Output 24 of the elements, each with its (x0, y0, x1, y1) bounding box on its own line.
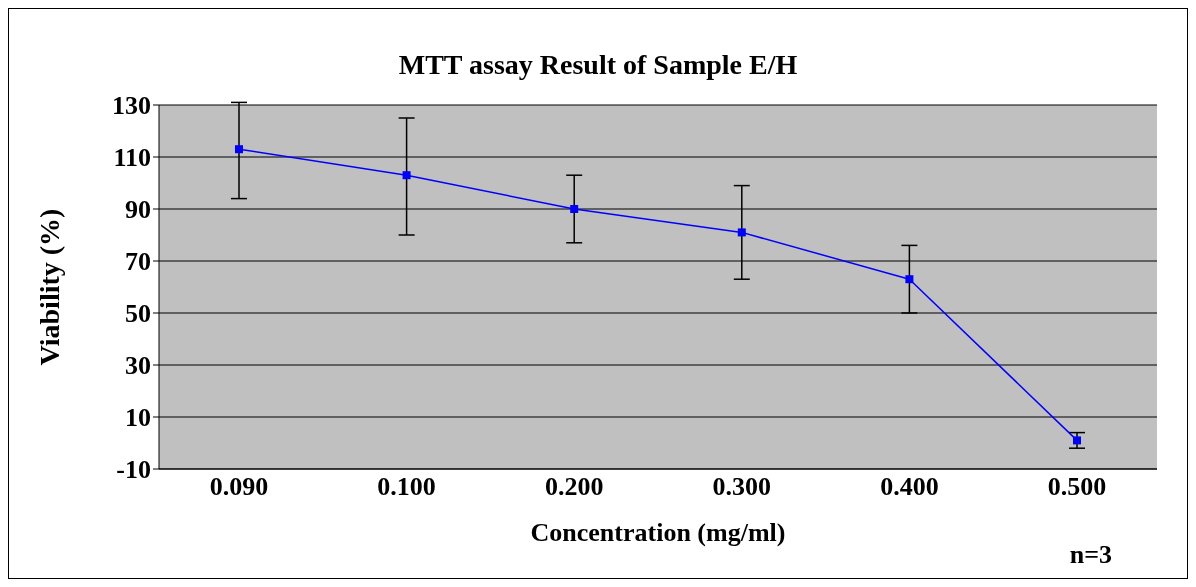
point (235, 145, 243, 154)
x-tick-label: 0.090 (209, 472, 269, 502)
x-tick-label: 0.100 (377, 472, 436, 502)
y-tick-label: 110 (113, 143, 151, 173)
point (737, 228, 746, 237)
point (905, 275, 914, 284)
point (570, 205, 579, 213)
x-axis-title: Concentration (mg/ml) (530, 518, 786, 547)
text: n=3 (1069, 540, 1112, 570)
x-tick-label: 0.500 (1047, 472, 1107, 502)
y-tick-label: 70 (125, 247, 151, 277)
chart-title: MTT assay Result of Sample E/H (397, 49, 799, 81)
y-axis-title: Viability (%) (33, 208, 65, 366)
x-tick-label: 0.200 (544, 472, 604, 502)
point (402, 171, 411, 180)
x-tick-label: 0.400 (880, 472, 939, 502)
y-tick-label: 130 (112, 91, 151, 121)
y-tick-label: -10 (116, 455, 151, 485)
point (1073, 436, 1081, 445)
y-tick-label: 50 (125, 299, 151, 329)
y-tick-label: 10 (125, 403, 151, 433)
x-tick-label: 0.300 (712, 472, 772, 502)
y-tick-label: 90 (125, 195, 151, 225)
y-tick-label: 30 (125, 351, 151, 381)
